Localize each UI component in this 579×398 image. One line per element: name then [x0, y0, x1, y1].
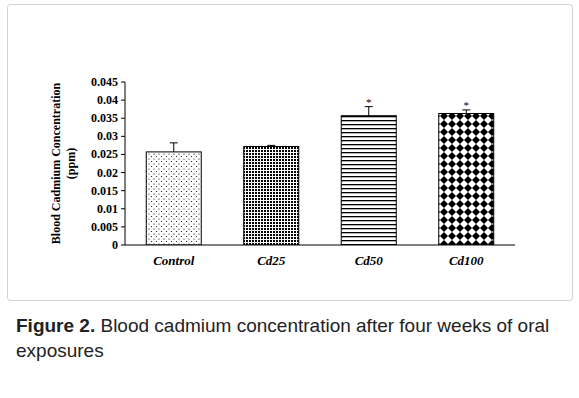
- caption-text: Blood cadmium concentration after four w…: [95, 315, 549, 336]
- x-tick-label: Cd25: [257, 253, 286, 268]
- caption: exposures: [16, 340, 104, 361]
- y-tick-label: 0.04: [97, 93, 118, 107]
- significance: *: [366, 96, 372, 108]
- error-bar: [170, 143, 178, 152]
- bar: [439, 114, 494, 245]
- caption: Figure 2. Blood cadmium concentration af…: [16, 315, 549, 336]
- y-tick-label: 0.01: [97, 202, 118, 216]
- y-axis-label: (ppm): [64, 148, 78, 179]
- y-tick-label: 0.025: [91, 147, 118, 161]
- x-tick-label: Control: [153, 253, 195, 268]
- chart: 0 0.005 0.01 0.015 0.02 0.025 0.03 0.035 0.04 0.0…: [0, 0, 579, 398]
- y-tick-label: 0.035: [91, 111, 118, 125]
- bar: [341, 116, 396, 245]
- y-tick-label: 0.02: [97, 166, 118, 180]
- bars: [146, 107, 494, 245]
- y-tick-label: 0.015: [91, 184, 118, 198]
- y-tick: [121, 172, 125, 173]
- y-tick: [121, 208, 125, 209]
- y-tick-label: 0.005: [91, 220, 118, 234]
- y-tick: [121, 136, 125, 137]
- y-tick-label: 0: [112, 238, 118, 252]
- error-bar-stem: [173, 143, 174, 152]
- error-bar: [365, 107, 373, 116]
- y-tick: [121, 82, 125, 83]
- x-tick-label: Cd50: [355, 253, 384, 268]
- error-bar-cap: [267, 145, 275, 146]
- x-axis: [125, 245, 515, 246]
- error-bar-cap: [170, 142, 178, 143]
- figure: 0 0.005 0.01 0.015 0.02 0.025 0.03 0.035 0.04 0.0…: [0, 0, 579, 398]
- x-tick-label: Cd100: [449, 253, 484, 268]
- y-tick: [121, 226, 125, 227]
- y-tick: [121, 118, 125, 119]
- error-bar-stem: [368, 107, 369, 116]
- bar: [146, 152, 201, 245]
- y-tick: [121, 154, 125, 155]
- y-tick: [121, 190, 125, 191]
- frame: [8, 5, 573, 301]
- error-bar: [267, 145, 275, 146]
- y-axis: [125, 82, 126, 245]
- y-tick-label: 0.045: [91, 75, 118, 89]
- figure-label: Figure 2.: [16, 315, 95, 336]
- y-tick: [121, 100, 125, 101]
- y-tick: [121, 245, 125, 246]
- significance: *: [464, 99, 470, 111]
- y-axis-label: Blood Cadmium Concentration: [49, 83, 63, 245]
- y-tick-label: 0.03: [97, 129, 118, 143]
- bar: [244, 146, 299, 245]
